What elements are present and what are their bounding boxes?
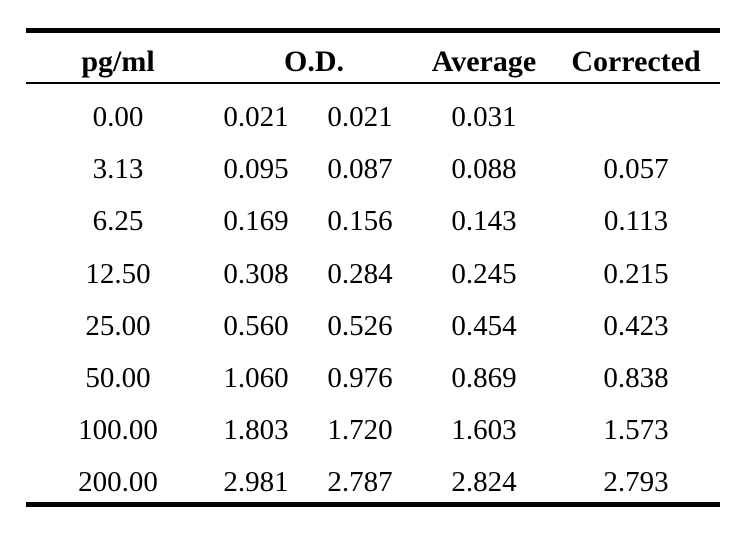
cell-corrected: 0.057 [603, 153, 669, 185]
cell-conc: 50.00 [85, 362, 151, 394]
cell-od2: 0.021 [327, 101, 393, 133]
cell-corrected: 0.423 [603, 310, 669, 342]
cell-corrected: 0.215 [603, 258, 669, 290]
cell-average: 0.454 [451, 310, 517, 342]
cell-corrected: 0.838 [603, 362, 669, 394]
cell-average: 1.603 [451, 414, 517, 446]
cell-od1: 0.095 [223, 153, 289, 185]
cell-average: 0.143 [451, 205, 517, 237]
cell-od2: 0.976 [327, 362, 393, 394]
table-bottom-rule [26, 502, 720, 507]
cell-corrected: 2.793 [603, 466, 669, 498]
cell-od1: 1.803 [223, 414, 289, 446]
table-top-rule [26, 28, 720, 33]
header-average: Average [431, 45, 537, 78]
cell-conc: 100.00 [78, 414, 158, 446]
cell-od2: 2.787 [327, 466, 393, 498]
cell-od1: 0.169 [223, 205, 289, 237]
header-rule [26, 82, 720, 84]
cell-conc: 6.25 [92, 205, 144, 237]
cell-conc: 3.13 [92, 153, 144, 185]
cell-conc: 12.50 [85, 258, 151, 290]
cell-average: 0.869 [451, 362, 517, 394]
cell-corrected: 0.113 [603, 205, 669, 237]
cell-od1: 2.981 [223, 466, 289, 498]
cell-od1: 0.021 [223, 101, 289, 133]
cell-conc: 0.00 [92, 101, 144, 133]
header-od: O.D. [284, 45, 344, 78]
header-conc: pg/ml [81, 45, 155, 78]
cell-od1: 0.308 [223, 258, 289, 290]
cell-conc: 25.00 [85, 310, 151, 342]
cell-od2: 1.720 [327, 414, 393, 446]
cell-average: 0.245 [451, 258, 517, 290]
cell-average: 0.088 [451, 153, 517, 185]
cell-corrected: 1.573 [603, 414, 669, 446]
cell-od2: 0.526 [327, 310, 393, 342]
cell-od1: 0.560 [223, 310, 289, 342]
header-corrected: Corrected [571, 45, 701, 78]
cell-average: 2.824 [451, 466, 517, 498]
cell-od2: 0.156 [327, 205, 393, 237]
cell-average: 0.031 [451, 101, 517, 133]
cell-od2: 0.284 [327, 258, 393, 290]
cell-od1: 1.060 [223, 362, 289, 394]
cell-conc: 200.00 [78, 466, 158, 498]
cell-od2: 0.087 [327, 153, 393, 185]
